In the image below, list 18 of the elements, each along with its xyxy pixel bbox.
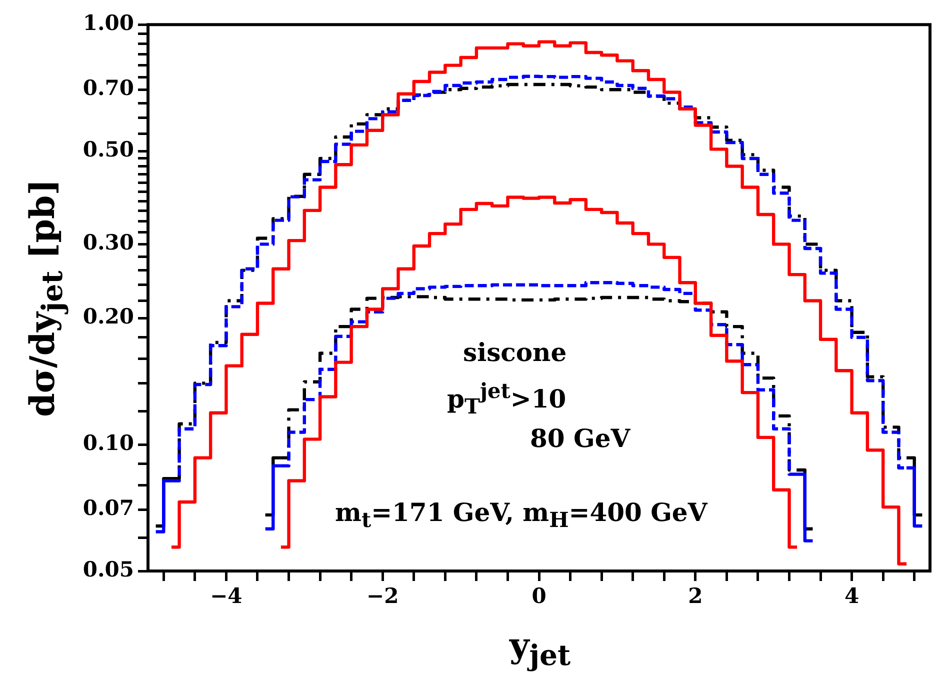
y-tick-label: 0.50	[82, 136, 134, 162]
x-tick-label: 0	[532, 583, 546, 608]
y-tick-label: 1.00	[82, 10, 134, 36]
y-tick-label: 0.05	[82, 556, 134, 582]
x-tick-label: 2	[688, 583, 703, 608]
y-tick-label: 0.30	[82, 230, 134, 255]
annotation: m$_{t}$=171 GeV, m$_{H}$=400 GeV	[335, 498, 708, 534]
y-tick-label: 0.10	[82, 430, 134, 456]
y-tick-label: 0.07	[82, 495, 134, 520]
annotation: 80 GeV	[530, 424, 630, 454]
annotation: siscone	[463, 338, 567, 368]
x-tick-label: −2	[366, 583, 399, 608]
y-tick-label: 0.70	[82, 75, 134, 100]
x-tick-label: −4	[210, 583, 242, 608]
y-tick-label: 0.20	[82, 304, 134, 329]
x-tick-label: 4	[844, 583, 860, 608]
x-axis-title: y$_{jet}$	[508, 626, 572, 672]
annotation: p$_{T}$$^{jet}$>10	[447, 377, 566, 420]
